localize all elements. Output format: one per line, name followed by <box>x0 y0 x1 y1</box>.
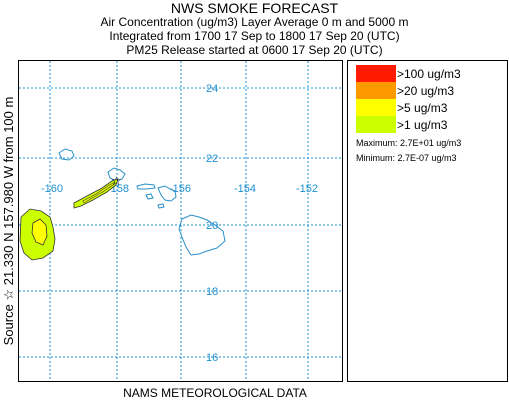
molokai-coast <box>136 183 156 190</box>
lanai-coast <box>145 193 154 200</box>
legend-item-1: >1 ug/m3 <box>356 116 506 133</box>
lat-label-18: 18 <box>206 286 218 298</box>
legend-maximum: Maximum: 2.7E+01 ug/m3 <box>356 138 462 148</box>
legend-label-20: >20 ug/m3 <box>397 84 455 98</box>
source-location-label: Source ☆ 21.330 N 157.980 W from 100 m <box>1 96 16 346</box>
coastlines <box>58 148 226 256</box>
source-star-icon: ☆ <box>111 174 122 188</box>
map-svg: 24 22 20 18 16 -160 -158 -156 -154 -152 <box>19 61 342 381</box>
forecast-title: NWS SMOKE FORECAST <box>170 0 339 16</box>
legend-item-100: >100 ug/m3 <box>356 65 506 82</box>
legend-panel: >100 ug/m3 >20 ug/m3 >5 ug/m3 >1 ug/m3 M… <box>347 60 508 382</box>
legend-swatch-20 <box>356 82 396 99</box>
integration-period: Integrated from 1700 17 Sep to 1800 17 S… <box>109 29 400 43</box>
lat-label-20: 20 <box>206 220 218 232</box>
lat-label-22: 22 <box>206 153 218 165</box>
legend-item-20: >20 ug/m3 <box>356 82 506 99</box>
lon-label-154: -154 <box>234 183 256 195</box>
legend-minimum: Minimum: 2.7E-07 ug/m3 <box>356 153 457 163</box>
legend-swatch-1 <box>356 116 396 133</box>
meteorological-data-footer: NAMS METEOROLOGICAL DATA <box>123 386 307 400</box>
legend-label-100: >100 ug/m3 <box>397 67 461 81</box>
legend-label-1: >1 ug/m3 <box>397 118 448 132</box>
legend-label-5: >5 ug/m3 <box>397 101 448 115</box>
plume-oahu-inner <box>82 181 116 204</box>
legend-item-5: >5 ug/m3 <box>356 99 506 116</box>
legend-swatch-100 <box>356 65 396 82</box>
map-panel: 24 22 20 18 16 -160 -158 -156 -154 -152 <box>18 60 343 382</box>
lon-label-152: -152 <box>296 183 318 195</box>
lat-labels: 24 22 20 18 16 <box>206 83 218 364</box>
lon-label-160: -160 <box>41 183 63 195</box>
legend-swatch-5 <box>356 99 396 116</box>
lat-label-24: 24 <box>206 83 218 95</box>
lat-label-16: 16 <box>206 352 218 364</box>
smoke-plume-oahu <box>73 178 119 209</box>
niihau-kauai-coast <box>58 148 75 161</box>
oahu-coast <box>107 167 126 182</box>
hawaii-big-island-coast <box>178 214 226 256</box>
kahoolawe-coast <box>157 203 165 209</box>
release-info: PM25 Release started at 0600 17 Sep 20 (… <box>126 43 383 57</box>
maui-coast <box>157 185 177 202</box>
smoke-plume-west <box>19 208 56 261</box>
plume-west-inner <box>31 218 48 246</box>
concentration-description: Air Concentration (ug/m3) Layer Average … <box>100 15 409 29</box>
lon-label-156: -156 <box>169 183 191 195</box>
lon-labels: -160 -158 -156 -154 -152 <box>41 183 318 195</box>
